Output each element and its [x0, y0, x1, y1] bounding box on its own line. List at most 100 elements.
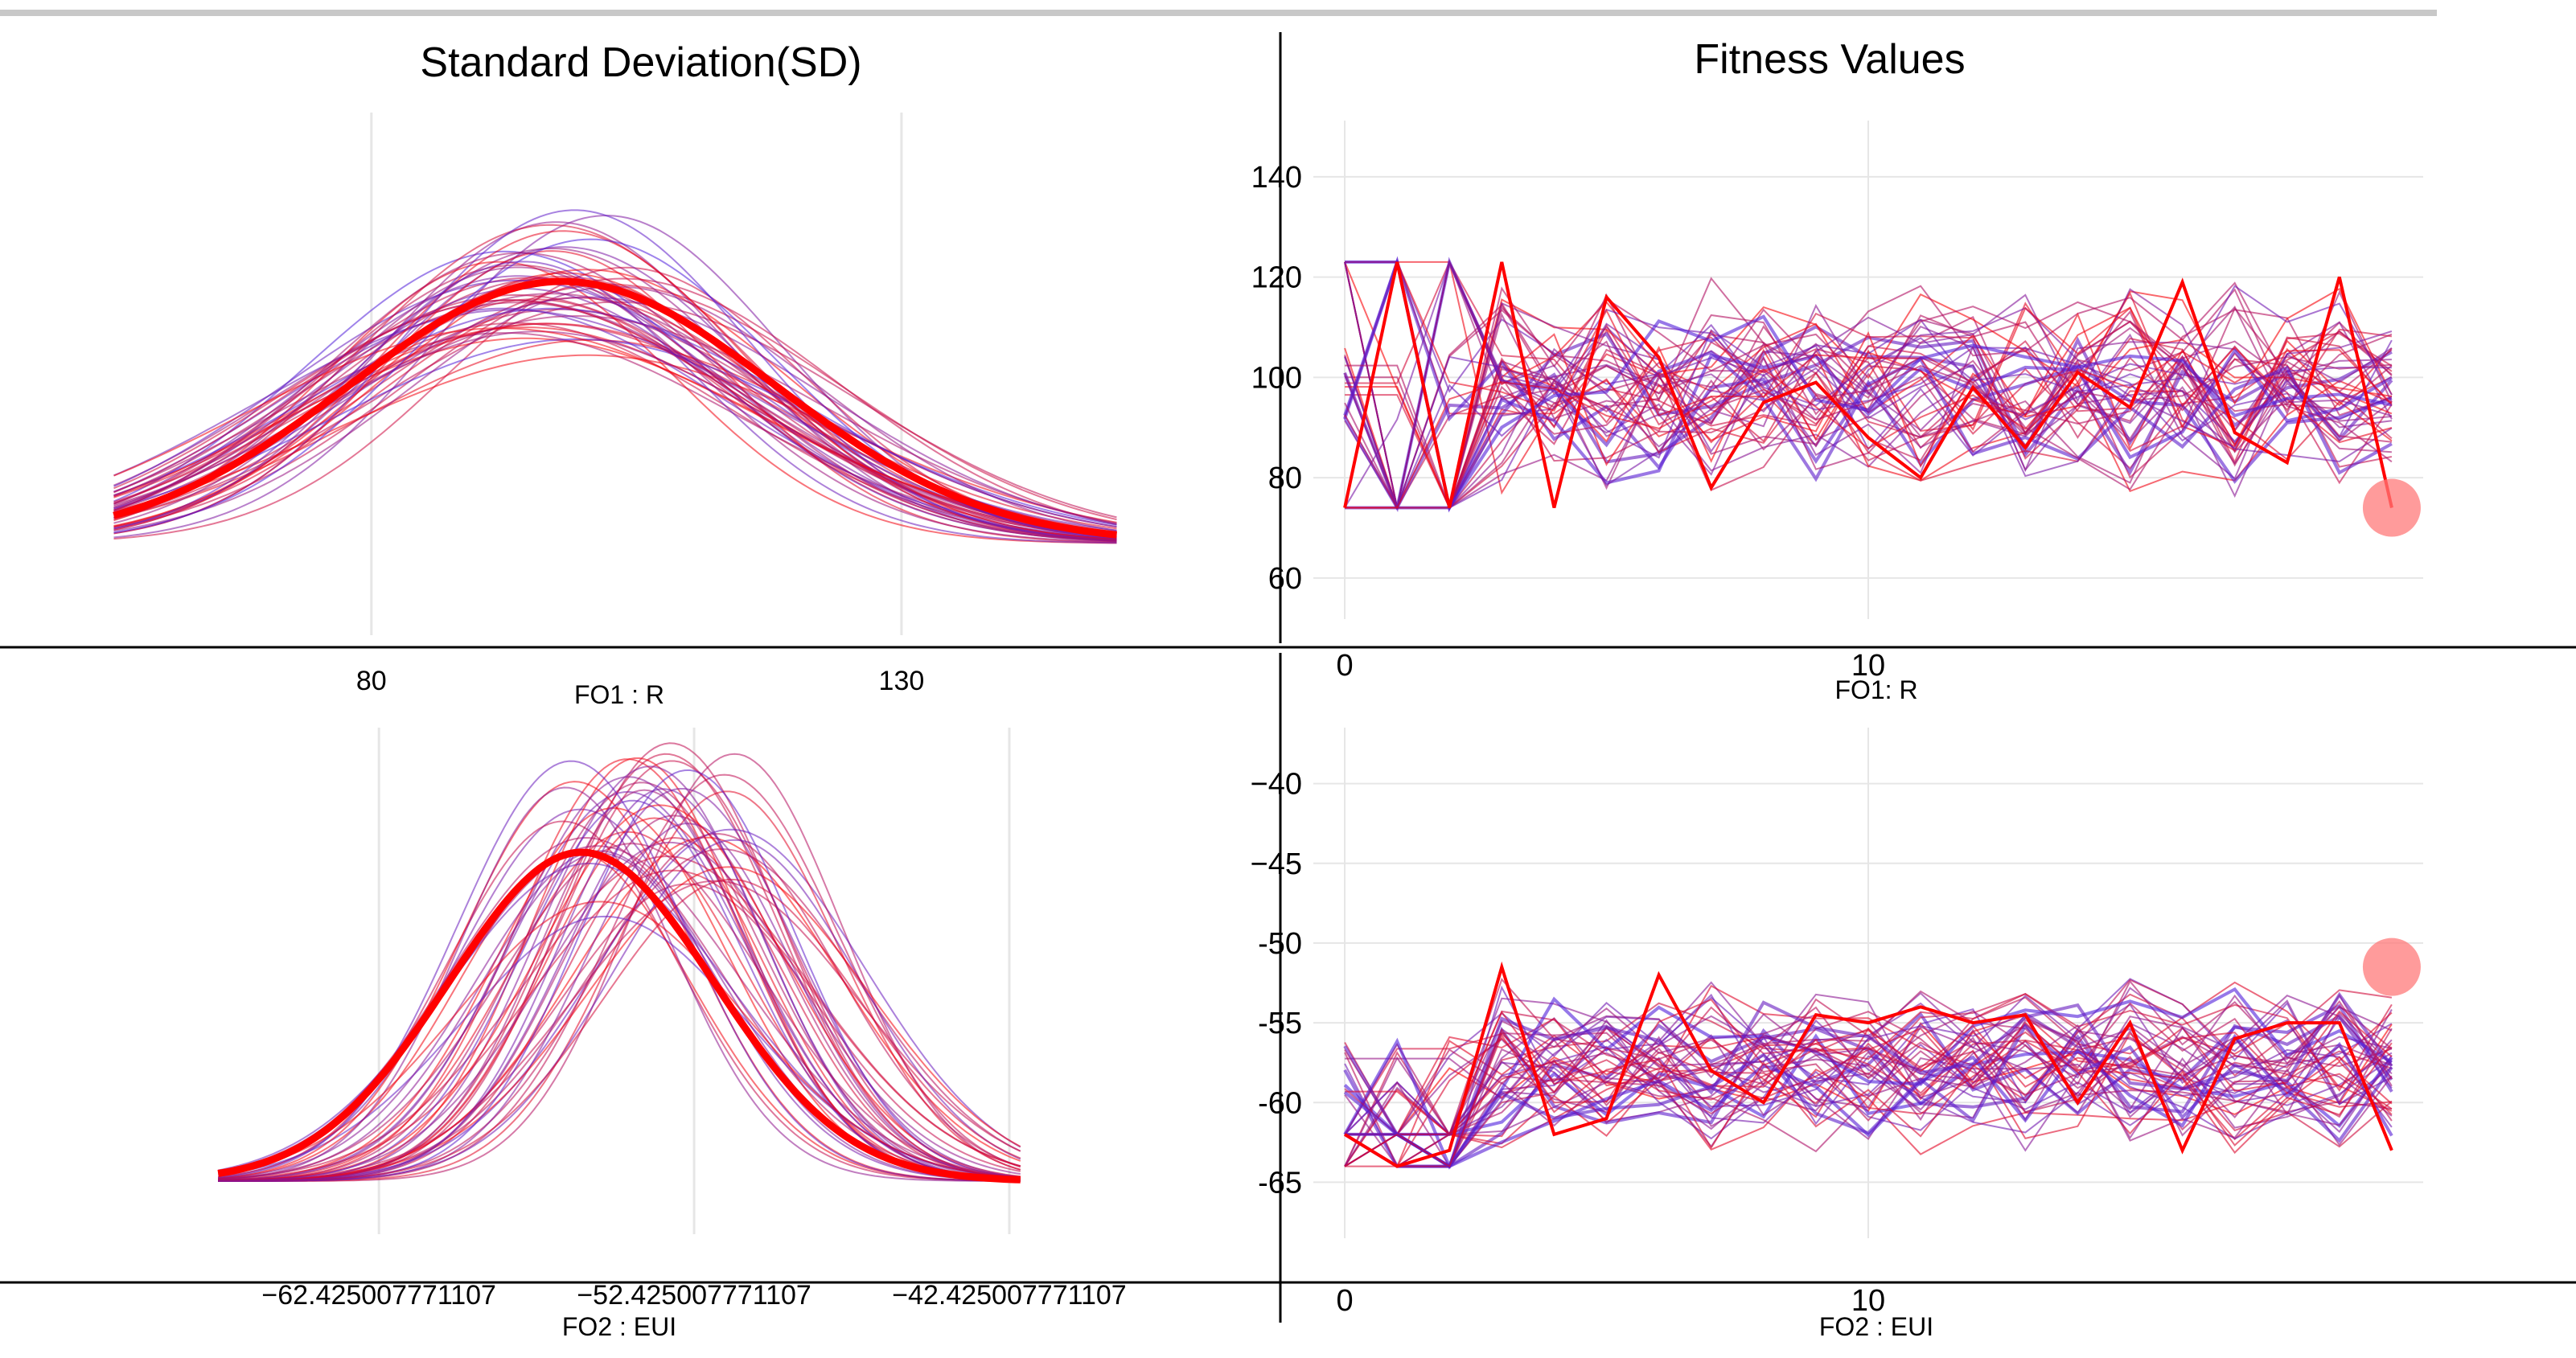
sd-fo2-density-curve	[218, 804, 1021, 1182]
sd-fo2-density-curve	[218, 786, 1021, 1182]
fit-fo1-xtick-label: 10	[1851, 649, 1885, 683]
sd-fo2-density-curve	[218, 765, 1021, 1182]
fit-fo1-fitness-line	[1344, 285, 2393, 511]
sd-fo2-density-curve	[218, 808, 1021, 1182]
fit-fo2-best-marker	[2362, 937, 2421, 996]
fit-fo2-xtick-label: 0	[1336, 1284, 1353, 1318]
fit-fo2-fitness-line	[1345, 1023, 2393, 1169]
sd-fo1-density-curve	[113, 266, 1117, 544]
fit-fo2-ytick-label: -50	[1258, 927, 1302, 961]
sd-fo1-density-curve	[113, 261, 1117, 544]
sd-fo2-tick-label: −42.425007771107	[892, 1280, 1127, 1311]
sd-fo2-tick-label: −62.425007771107	[261, 1280, 496, 1311]
fit-fo1-fitness-line	[1344, 343, 2392, 509]
sd-fo2-density-curve	[218, 851, 1021, 1182]
fit-fo2-fitness-line	[1344, 1031, 2393, 1168]
fit-fo1-ytick-label: 120	[1251, 261, 1302, 295]
fit-fo2-fitness-line	[1344, 1032, 2392, 1167]
sd-fo2-highlight-curve	[217, 848, 1021, 1184]
sd-fo2-density-curve	[218, 760, 1021, 1182]
fit-fo1-fitness-line	[1344, 363, 2393, 509]
sd-fo2-plot: −62.425007771107 −52.425007771107 −42.4250…	[217, 728, 1127, 1311]
sd-fo2-density-curve	[218, 848, 1021, 1182]
sd-fo2-density-curve	[218, 790, 1021, 1182]
fit-fo2-ytick-label: -60	[1258, 1086, 1302, 1120]
fit-fo2-xtick-label: 10	[1851, 1284, 1885, 1318]
fit-fo2-ytick-label: −45	[1251, 847, 1302, 881]
sd-fo1-xlabel: FO1 : R	[573, 680, 665, 709]
sd-fo1-tick-label: 80	[356, 666, 387, 696]
fit-fo1-fitness-line	[1344, 287, 2393, 509]
sd-fo2-density-curve	[218, 869, 1021, 1180]
fit-fo2-plot: −40 −45 -50 -55 -60 -65 0 10	[1251, 728, 2423, 1318]
sd-fo1-plot: 80 130	[113, 113, 1117, 696]
fit-fo2-fitness-line	[1343, 1033, 2393, 1168]
sd-fo2-xlabel: FO2 : EUI	[561, 1312, 677, 1341]
fit-fo2-fitness-line	[1344, 1000, 2393, 1136]
fit-fo2-fitness-line	[1344, 1002, 2393, 1168]
fit-fo2-fitness-line	[1345, 994, 2393, 1118]
fit-fo1-ytick-label: 60	[1268, 562, 1302, 596]
sd-fo2-density-curve	[218, 850, 1021, 1181]
sd-fo2-density-curve	[217, 862, 1021, 1179]
sd-fo2-density-curve	[218, 852, 1021, 1182]
sd-fo1-density-curve	[113, 266, 1117, 540]
sd-fo2-density-curve	[218, 866, 1021, 1182]
fit-fo2-ytick-label: -65	[1258, 1166, 1302, 1200]
fit-fo2-fitness-line	[1345, 981, 2393, 1135]
fit-fo1-fitness-line	[1345, 312, 2393, 509]
fit-fo2-fitness-line	[1345, 1011, 2393, 1135]
fit-fo2-fitness-line	[1345, 998, 2393, 1135]
sd-fo1-density-curve	[113, 338, 1117, 526]
sd-fo2-density-curve	[218, 880, 1021, 1182]
sd-fo2-density-curve	[218, 788, 1021, 1182]
fit-fo2-fitness-line	[1344, 1028, 2393, 1167]
fit-fo2-fitness-line	[1344, 993, 2393, 1167]
fit-fo1-fitness-line	[1345, 260, 2393, 512]
fit-fo1-fitness-line	[1344, 340, 2392, 509]
fit-fo1-best-marker	[2362, 478, 2421, 537]
sd-fo2-density-curve	[218, 878, 1021, 1182]
sd-fo2-tick-label: −52.425007771107	[577, 1280, 811, 1311]
sd-fo1-density-curve	[113, 307, 1117, 527]
sd-fo1-density-curve	[113, 293, 1117, 538]
sd-fo1-density-curve	[113, 209, 1117, 542]
sd-fo1-highlight-curve	[113, 277, 1117, 539]
fit-fo2-fitness-line	[1344, 1023, 2393, 1167]
fit-fo2-ytick-label: −40	[1251, 768, 1302, 802]
fit-fo1-xtick-label: 0	[1336, 649, 1353, 683]
sd-fo1-density-curve	[113, 327, 1117, 533]
top-rule	[0, 10, 2437, 16]
fit-fo1-fitness-line	[1345, 261, 2393, 444]
fit-fo1-highlight-line	[1343, 261, 2393, 508]
fit-fo2-highlight-line	[1344, 961, 2393, 1168]
fit-fo1-plot: 140 120 100 80 60 0 10	[1251, 121, 2423, 683]
fit-fo2-fitness-line	[1343, 987, 2393, 1170]
fit-fo2-fitness-line	[1343, 1033, 2393, 1136]
sd-fo2-density-curve	[218, 901, 1021, 1179]
fit-fo2-fitness-line	[1344, 1019, 2393, 1168]
fitness-panel-title: Fitness Values	[1694, 36, 1966, 83]
fit-fo1-fitness-line	[1344, 261, 2393, 495]
sd-fo2-density-curve	[218, 831, 1021, 1182]
sd-fo2-density-curve	[218, 758, 1021, 1182]
fit-fo2-fitness-line	[1344, 992, 2393, 1135]
sd-panel-title: Standard Deviation(SD)	[420, 39, 862, 86]
fit-fo2-fitness-line	[1344, 979, 2393, 1136]
sd-fo1-density-curve	[113, 252, 1117, 542]
fit-fo2-fitness-line	[1344, 1039, 2393, 1167]
fit-fo1-ytick-label: 100	[1251, 361, 1302, 395]
fit-fo1-fitness-line	[1344, 260, 2393, 509]
fit-fo2-xlabel: FO2 : EUI	[1818, 1312, 1934, 1341]
fit-fo1-fitness-line	[1344, 261, 2393, 510]
fit-fo1-ytick-label: 80	[1268, 462, 1302, 495]
sd-fo1-density-curve	[113, 299, 1117, 536]
fit-fo1-ytick-label: 140	[1251, 161, 1302, 195]
sd-fo1-density-curve	[113, 221, 1117, 543]
sd-fo1-density-curve	[113, 261, 1117, 544]
sd-fo1-density-curve	[113, 230, 1117, 542]
fit-fo1-fitness-line	[1345, 349, 2393, 509]
fit-fo2-fitness-line	[1345, 1006, 2393, 1135]
sd-fo1-tick-label: 130	[879, 666, 925, 696]
